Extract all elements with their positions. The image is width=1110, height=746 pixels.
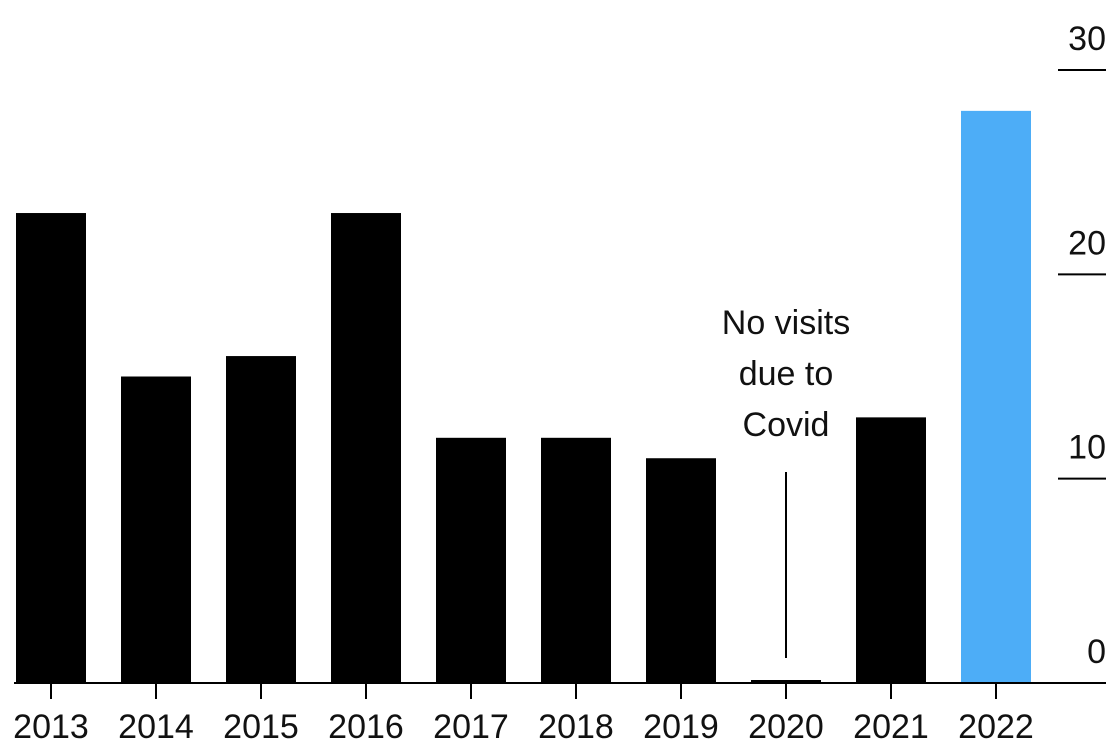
x-tick-label-2017: 2017	[433, 708, 509, 746]
x-tick-label-2022: 2022	[958, 708, 1034, 746]
annotation-line-1: No visits	[722, 304, 850, 342]
y-tick-label-20: 20	[1068, 224, 1106, 262]
x-tick-label-2019: 2019	[643, 708, 719, 746]
bar-2021	[856, 417, 926, 683]
bar-2016	[331, 213, 401, 684]
bar-2013	[16, 213, 86, 684]
bar-2019	[646, 458, 716, 683]
annotation-line-2: due to	[739, 355, 834, 393]
covid-annotation: No visits due to Covid	[722, 304, 850, 658]
annotation-line-3: Covid	[743, 406, 830, 444]
x-tick-label-2014: 2014	[118, 708, 194, 746]
x-tick-label-2021: 2021	[853, 708, 929, 746]
y-tick-label-30: 30	[1068, 20, 1106, 58]
bar-2014	[121, 376, 191, 683]
x-axis: 2013 2014 2015 2016 2017 2018 2019 2020 2021 2022	[13, 683, 1034, 746]
bar-2015	[226, 356, 296, 683]
x-tick-label-2013: 2013	[13, 708, 89, 746]
y-tick-label-10: 10	[1068, 429, 1106, 467]
bars-group	[16, 110, 1031, 684]
y-tick-label-0: 0	[1087, 633, 1106, 671]
y-axis: 0 10 20 30	[1058, 20, 1106, 671]
x-tick-label-2018: 2018	[538, 708, 614, 746]
x-tick-label-2016: 2016	[328, 708, 404, 746]
bar-2022	[961, 110, 1031, 683]
bar-2017	[436, 437, 506, 683]
x-tick-label-2015: 2015	[223, 708, 299, 746]
bar-2018	[541, 437, 611, 683]
x-tick-label-2020: 2020	[748, 708, 824, 746]
